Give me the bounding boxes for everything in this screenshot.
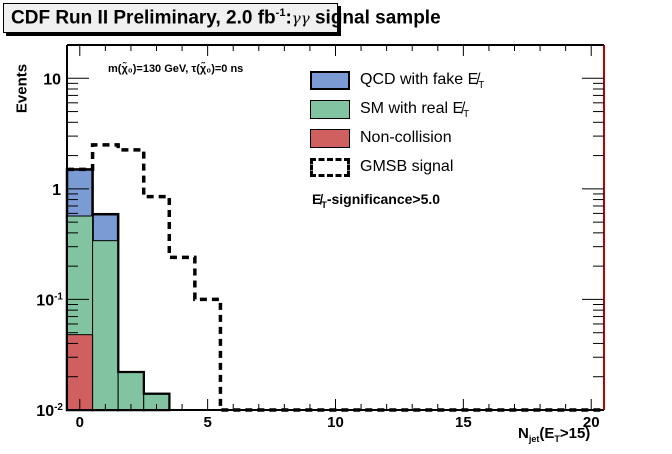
- legend-swatch-gmsb: [310, 158, 350, 177]
- title-colon: :: [285, 7, 292, 29]
- title-main: CDF Run II Preliminary, 2.0 fb: [11, 7, 276, 29]
- legend-swatch-sm: [310, 100, 350, 119]
- gmsb-signal-line: [67, 143, 604, 412]
- bar-sm-with-real-met-bin-1: [92, 240, 119, 411]
- title-superscript: -1: [275, 7, 286, 19]
- bar-non-collision-bin-0: [66, 334, 94, 411]
- x-tick-label-10: 10: [327, 414, 344, 431]
- x-tick-label-20: 20: [583, 414, 600, 431]
- y-tick-label-1: 1: [52, 182, 61, 199]
- chart-title-box: CDF Run II Preliminary, 2.0 fb-1:γγ sign…: [3, 3, 441, 33]
- y-axis-label: Events: [13, 63, 31, 114]
- legend-swatch-noncollision: [310, 129, 350, 148]
- x-tick-label-0: 0: [76, 414, 84, 431]
- y-tick-label-10: 10: [43, 71, 61, 88]
- legend-label-noncollision: Non-collision: [360, 129, 452, 146]
- legend-label-gmsb: GMSB signal: [360, 158, 454, 175]
- title-greek: γγ: [291, 9, 310, 28]
- chart-title: CDF Run II Preliminary, 2.0 fb-1:γγ sign…: [11, 7, 441, 29]
- legend-swatch-qcd: [310, 71, 350, 90]
- legend-label-qcd: QCD with fake E̸T: [360, 71, 485, 92]
- y-tick-label-0.01: 10-2: [36, 402, 63, 420]
- title-rest: signal sample: [309, 7, 441, 29]
- legend-label-sm: SM with real E̸T: [360, 100, 470, 121]
- x-axis-label: Njet(ET>15): [518, 425, 591, 444]
- mass-lifetime-annotation: m(χ̃₀)=130 GeV, τ(χ̃₀)=0 ns: [108, 63, 244, 75]
- x-tick-label-5: 5: [203, 414, 211, 431]
- y-tick-label-0.1: 10-1: [36, 291, 63, 309]
- x-tick-label-15: 15: [455, 414, 472, 431]
- met-significance-cut-label: E̸T-significance>5.0: [312, 191, 441, 210]
